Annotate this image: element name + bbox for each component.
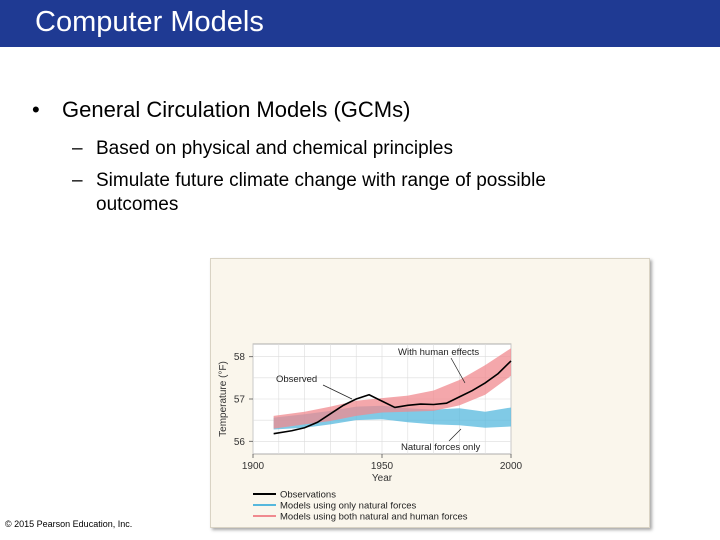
sub-bullet-marker: – (72, 170, 83, 191)
copyright-notice: © 2015 Pearson Education, Inc. (5, 519, 133, 529)
slide-title: Computer Models (35, 6, 264, 38)
legend-label-2: Models using both natural and human forc… (280, 512, 468, 523)
x-tick-label: 1950 (371, 461, 394, 472)
annotation-natural-only: Natural forces only (401, 442, 480, 453)
legend-label-1: Models using only natural forces (280, 501, 416, 512)
series-line-observations (273, 360, 512, 435)
legend-label-0: Observations (280, 490, 336, 501)
temperature-chart: 56 57 58 1900 1950 2000 Year Temperature (°F) Wi… (218, 343, 523, 523)
climate-model-figure: 56 57 58 1900 1950 2000 Year Temperature (°F) Wi… (210, 258, 650, 528)
bullet-marker: • (32, 97, 40, 122)
annotation-leader (448, 428, 462, 442)
annotation-leader (450, 357, 466, 384)
title-bar: Computer Models (0, 0, 720, 47)
annotation-observed: Observed (276, 374, 317, 385)
x-axis-label: Year (372, 473, 393, 484)
series-band-2 (273, 348, 511, 429)
y-tick-label: 57 (234, 395, 246, 406)
annotation-human-effects: With human effects (398, 347, 479, 358)
y-axis-label: Temperature (°F) (218, 361, 229, 437)
sub-bullet-text: Simulate future climate change with rang… (96, 170, 546, 215)
bullet-text: General Circulation Models (GCMs) (62, 97, 411, 122)
x-tick-label: 1900 (242, 461, 265, 472)
y-tick-label: 58 (234, 352, 246, 363)
sub-bullet-text: Based on physical and chemical principle… (96, 138, 453, 159)
x-tick-label: 2000 (500, 461, 523, 472)
y-tick-label: 56 (234, 437, 246, 448)
sub-bullet-marker: – (72, 138, 83, 159)
annotation-leader (322, 384, 353, 400)
